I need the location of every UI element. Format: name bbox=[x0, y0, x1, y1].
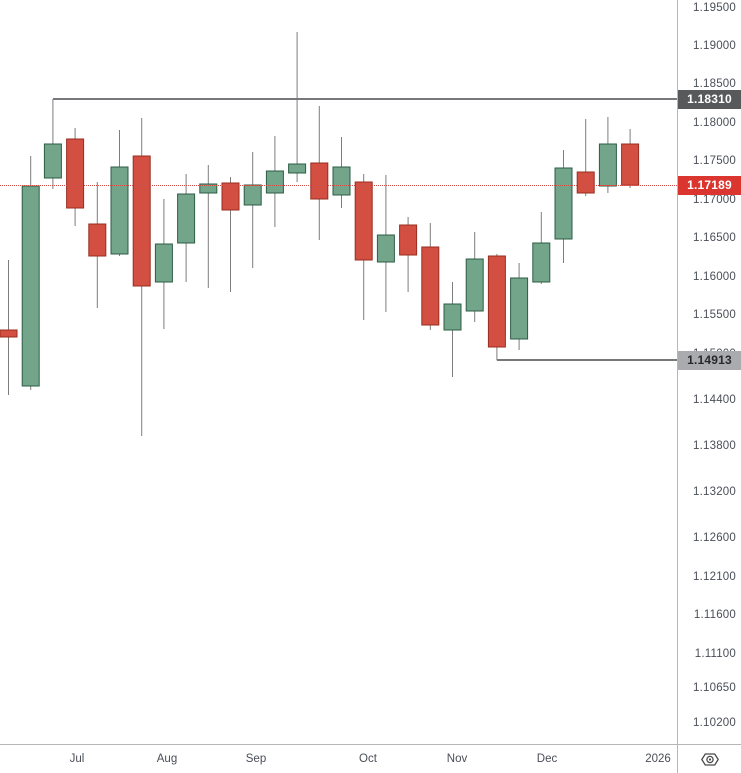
price-badge-ray-low: 1.14913 bbox=[678, 350, 741, 370]
price-tick-label: 1.17500 bbox=[693, 155, 736, 168]
candle-down bbox=[0, 329, 18, 338]
candle-up bbox=[465, 258, 484, 312]
candle-up bbox=[532, 242, 551, 283]
time-axis-label: Oct bbox=[359, 753, 377, 765]
candle-down bbox=[354, 181, 373, 261]
candle-down bbox=[66, 138, 85, 209]
candle-up bbox=[177, 193, 196, 244]
candle-up bbox=[376, 234, 395, 263]
time-axis[interactable]: Jul Aug Sep Oct Nov Dec 2026 bbox=[0, 745, 677, 773]
horizontal-ray-high[interactable] bbox=[53, 98, 677, 100]
price-tick-label: 1.15500 bbox=[693, 309, 736, 322]
price-axis[interactable]: 1.19500 1.19000 1.18500 1.18000 1.17500 1.170… bbox=[678, 0, 741, 744]
time-axis-label: Jul bbox=[69, 753, 85, 765]
candle-down bbox=[576, 171, 595, 194]
candle-up bbox=[288, 163, 307, 174]
candle-up bbox=[110, 166, 129, 255]
price-tick-label: 1.12100 bbox=[693, 570, 736, 583]
candle-up bbox=[443, 303, 462, 331]
price-tick-label: 1.13200 bbox=[693, 486, 736, 499]
price-axis-border bbox=[677, 0, 678, 773]
candlestick-chart bbox=[0, 32, 640, 436]
price-tick-label: 1.16000 bbox=[693, 270, 736, 283]
price-tick-label: 1.19000 bbox=[693, 39, 736, 52]
candle-down bbox=[399, 224, 418, 256]
price-tick-label: 1.13800 bbox=[693, 439, 736, 452]
price-badge-current: 1.17189 bbox=[678, 175, 741, 195]
candle-up bbox=[243, 184, 262, 206]
price-tick-label: 1.18500 bbox=[693, 78, 736, 91]
time-axis-label: Aug bbox=[156, 753, 178, 765]
price-badge-ray-high: 1.18310 bbox=[678, 89, 741, 109]
horizontal-ray-low[interactable] bbox=[497, 359, 677, 362]
candle-down bbox=[621, 143, 640, 186]
price-tick-label: 1.16500 bbox=[693, 232, 736, 245]
candle-down bbox=[487, 255, 506, 348]
time-axis-label: 2026 bbox=[645, 753, 671, 765]
candle-up bbox=[199, 183, 218, 194]
candle-up bbox=[154, 243, 173, 283]
chart-surface[interactable] bbox=[0, 0, 677, 744]
candle-up bbox=[510, 277, 529, 340]
time-axis-label: Nov bbox=[446, 753, 468, 765]
candle-down bbox=[132, 155, 151, 287]
price-tick-label: 1.10200 bbox=[693, 716, 736, 729]
price-tick-label: 1.10650 bbox=[693, 682, 736, 695]
candle-down bbox=[221, 182, 240, 211]
price-tick-label: 1.19500 bbox=[693, 1, 736, 14]
time-axis-border bbox=[0, 744, 741, 745]
current-price-line bbox=[0, 185, 677, 187]
candle-down bbox=[310, 162, 329, 200]
price-tick-label: 1.14400 bbox=[693, 393, 736, 406]
candle-up bbox=[332, 166, 351, 196]
price-tick-label: 1.12600 bbox=[693, 532, 736, 545]
candle-up bbox=[43, 143, 62, 179]
price-tick-label: 1.17000 bbox=[693, 193, 736, 206]
candle-up bbox=[265, 170, 284, 194]
candle-up bbox=[598, 143, 617, 187]
price-tick-label: 1.11100 bbox=[694, 647, 736, 660]
candle-down bbox=[421, 246, 440, 326]
time-axis-label: Dec bbox=[536, 753, 558, 765]
price-tick-label: 1.18000 bbox=[693, 116, 736, 129]
eye-icon bbox=[700, 752, 719, 766]
candle-down bbox=[88, 223, 107, 257]
price-tick-label: 1.11600 bbox=[693, 609, 736, 622]
candle-up bbox=[554, 167, 573, 240]
candle-up bbox=[21, 185, 40, 387]
time-axis-label: Sep bbox=[245, 753, 267, 765]
scale-eye-button[interactable] bbox=[678, 745, 741, 773]
